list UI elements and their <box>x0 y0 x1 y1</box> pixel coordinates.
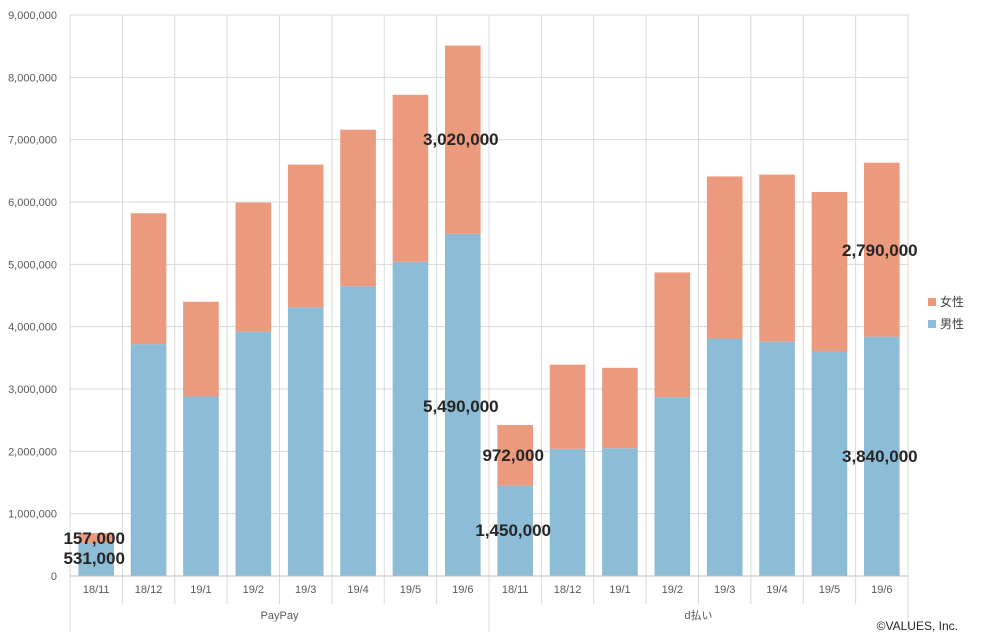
bar-female <box>811 192 848 351</box>
bar-male <box>445 233 481 577</box>
bar-female <box>654 272 691 398</box>
bar-female <box>78 533 114 543</box>
legend-swatch <box>928 320 936 328</box>
x-tick-label: 19/3 <box>295 584 316 596</box>
y-tick-label: 8,000,000 <box>8 72 57 84</box>
x-tick-label: 18/12 <box>554 584 582 596</box>
bar-male <box>130 344 167 576</box>
bar-male <box>392 261 429 576</box>
x-tick-label: 19/3 <box>714 584 735 596</box>
bar-female <box>392 94 429 262</box>
legend-label: 男性 <box>940 317 964 331</box>
data-label: 2,790,000 <box>842 241 918 260</box>
bar-female <box>340 129 376 287</box>
bar-male <box>549 448 586 576</box>
x-tick-label: 18/11 <box>502 584 529 596</box>
bar-male <box>602 448 638 576</box>
copyright-text: ©VALUES, Inc. <box>877 619 958 633</box>
bar-female <box>287 164 324 308</box>
bar-female <box>706 176 743 339</box>
data-label: 531,000 <box>63 549 124 568</box>
group-label: d払い <box>684 608 712 622</box>
bar-female <box>602 367 638 449</box>
data-label: 157,000 <box>63 529 124 548</box>
x-tick-label: 19/4 <box>766 584 787 596</box>
x-tick-label: 19/6 <box>871 584 892 596</box>
y-tick-label: 7,000,000 <box>8 135 57 147</box>
bar-female <box>235 202 272 332</box>
x-tick-label: 19/4 <box>347 584 368 596</box>
bar-female <box>549 364 586 449</box>
x-tick-label: 19/2 <box>662 584 683 596</box>
y-tick-label: 6,000,000 <box>8 197 57 209</box>
bar-female <box>759 174 795 342</box>
legend-label: 女性 <box>940 294 964 309</box>
data-label: 972,000 <box>482 446 543 465</box>
bar-male <box>706 338 743 576</box>
legend-swatch <box>928 298 936 306</box>
bar-female <box>864 162 900 337</box>
data-label: 3,020,000 <box>423 130 499 149</box>
bar-female <box>183 301 219 397</box>
bar-male <box>864 336 900 576</box>
x-tick-label: 19/5 <box>400 584 421 596</box>
data-label: 3,840,000 <box>842 447 918 466</box>
bar-male <box>183 396 219 576</box>
x-tick-label: 18/12 <box>135 584 163 596</box>
x-tick-label: 19/6 <box>452 584 473 596</box>
y-tick-label: 0 <box>51 571 57 583</box>
bar-male <box>287 307 324 576</box>
bar-male <box>654 397 691 576</box>
bar-male <box>340 286 376 576</box>
y-tick-label: 3,000,000 <box>8 384 57 396</box>
group-label: PayPay <box>261 610 299 622</box>
y-tick-label: 5,000,000 <box>8 259 57 271</box>
y-tick-label: 1,000,000 <box>8 509 57 521</box>
x-tick-label: 19/1 <box>609 584 630 596</box>
x-tick-label: 19/2 <box>243 584 264 596</box>
bar-female <box>497 425 533 486</box>
bar-male <box>811 350 848 576</box>
x-tick-label: 18/11 <box>83 584 110 596</box>
bar-male <box>235 331 272 576</box>
x-tick-label: 19/5 <box>819 584 840 596</box>
data-label: 1,450,000 <box>475 521 551 540</box>
bar-female <box>130 213 167 345</box>
bar-female <box>445 45 481 234</box>
x-tick-label: 19/1 <box>190 584 211 596</box>
bar-male <box>78 542 114 576</box>
y-tick-label: 9,000,000 <box>8 10 57 22</box>
y-tick-label: 2,000,000 <box>8 446 57 458</box>
data-label: 5,490,000 <box>423 397 499 416</box>
bar-male <box>497 485 533 576</box>
y-tick-label: 4,000,000 <box>8 322 57 334</box>
bar-male <box>759 341 795 576</box>
